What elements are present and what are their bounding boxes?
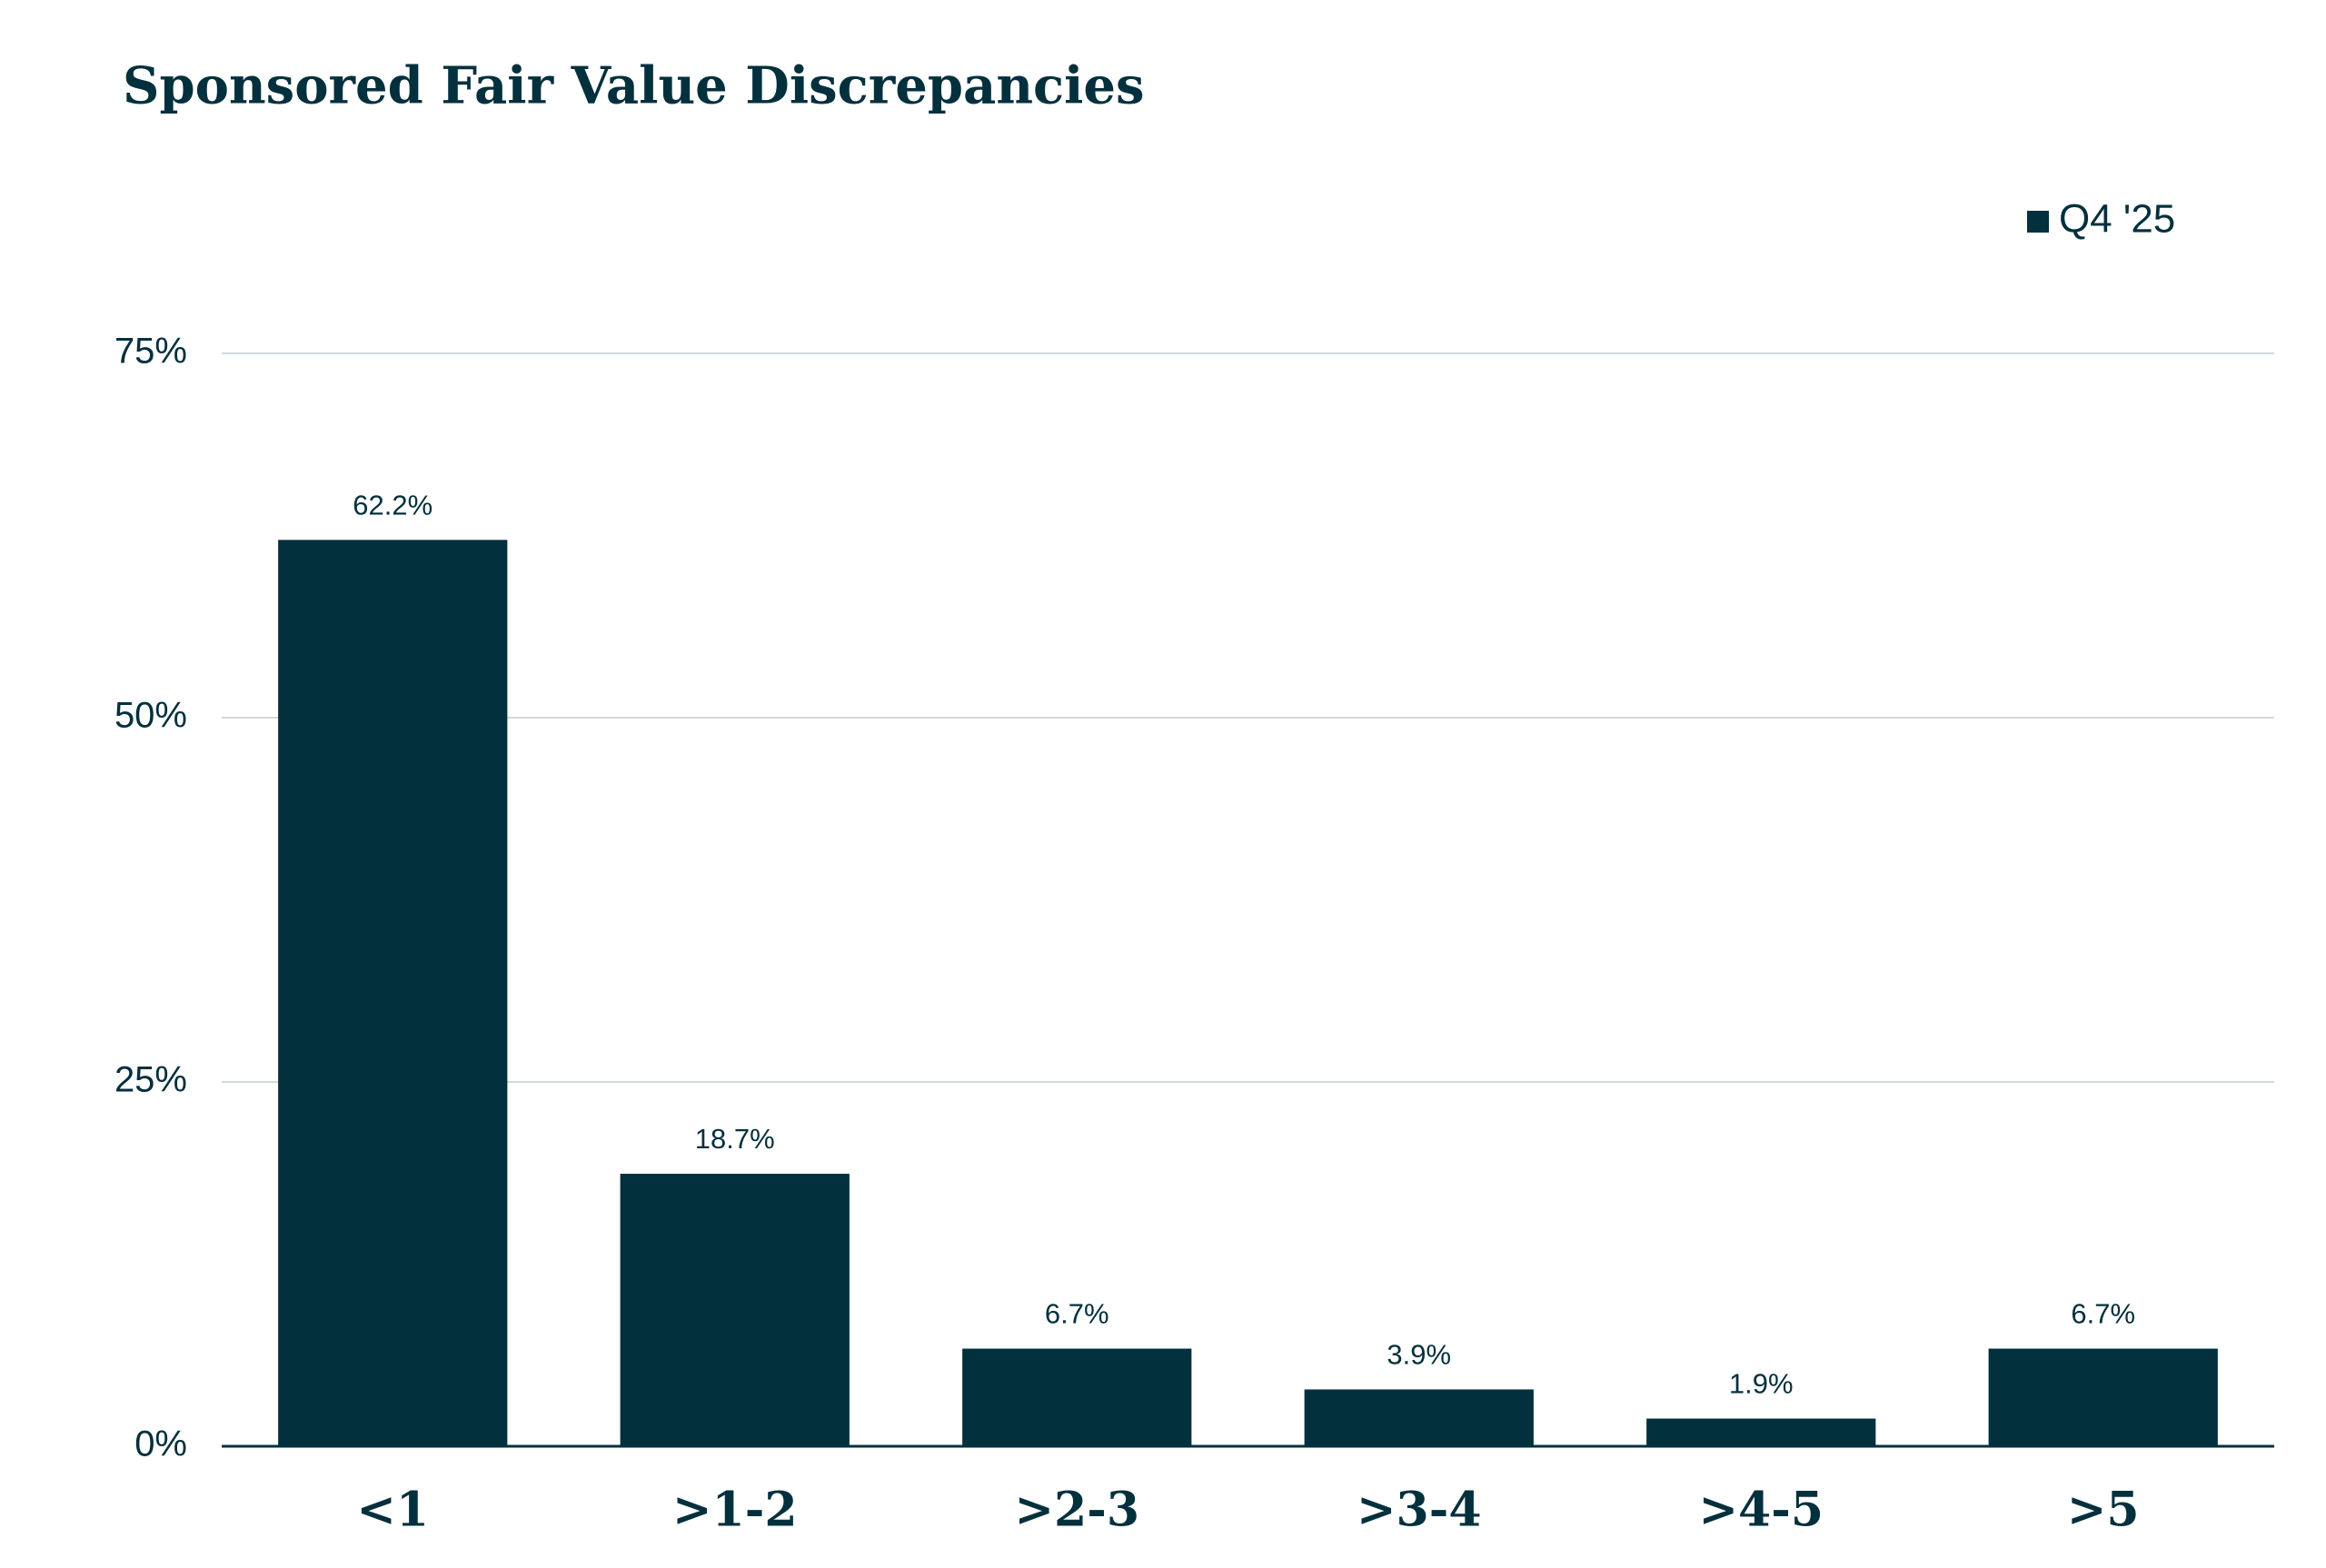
x-tick-label: >1-2 — [672, 1483, 798, 1538]
bar — [1304, 1389, 1534, 1446]
value-label: 6.7% — [2071, 1298, 2135, 1330]
x-tick-label: >5 — [2067, 1483, 2140, 1538]
x-tick-label: >2-3 — [1014, 1483, 1139, 1538]
x-tick-label: <1 — [356, 1483, 429, 1538]
bar — [962, 1348, 1192, 1446]
value-label: 6.7% — [1045, 1298, 1109, 1330]
value-label: 18.7% — [695, 1123, 775, 1155]
bar — [1646, 1418, 1876, 1446]
bar — [278, 540, 508, 1446]
bar — [1988, 1348, 2218, 1446]
chart-title: Sponsored Fair Value Discrepancies — [123, 56, 1145, 116]
legend-label: Q4 '25 — [2059, 197, 2175, 242]
y-tick-label: 75% — [114, 332, 187, 372]
y-tick-label: 50% — [114, 696, 187, 736]
y-tick-label: 25% — [114, 1060, 187, 1100]
value-label: 62.2% — [353, 489, 432, 521]
x-tick-label: >3-4 — [1357, 1483, 1482, 1538]
value-label: 1.9% — [1729, 1368, 1794, 1400]
bar — [620, 1174, 850, 1446]
x-tick-label: >4-5 — [1698, 1483, 1824, 1538]
value-label: 3.9% — [1387, 1339, 1451, 1371]
legend-swatch — [2027, 211, 2049, 233]
y-tick-label: 0% — [134, 1424, 187, 1464]
